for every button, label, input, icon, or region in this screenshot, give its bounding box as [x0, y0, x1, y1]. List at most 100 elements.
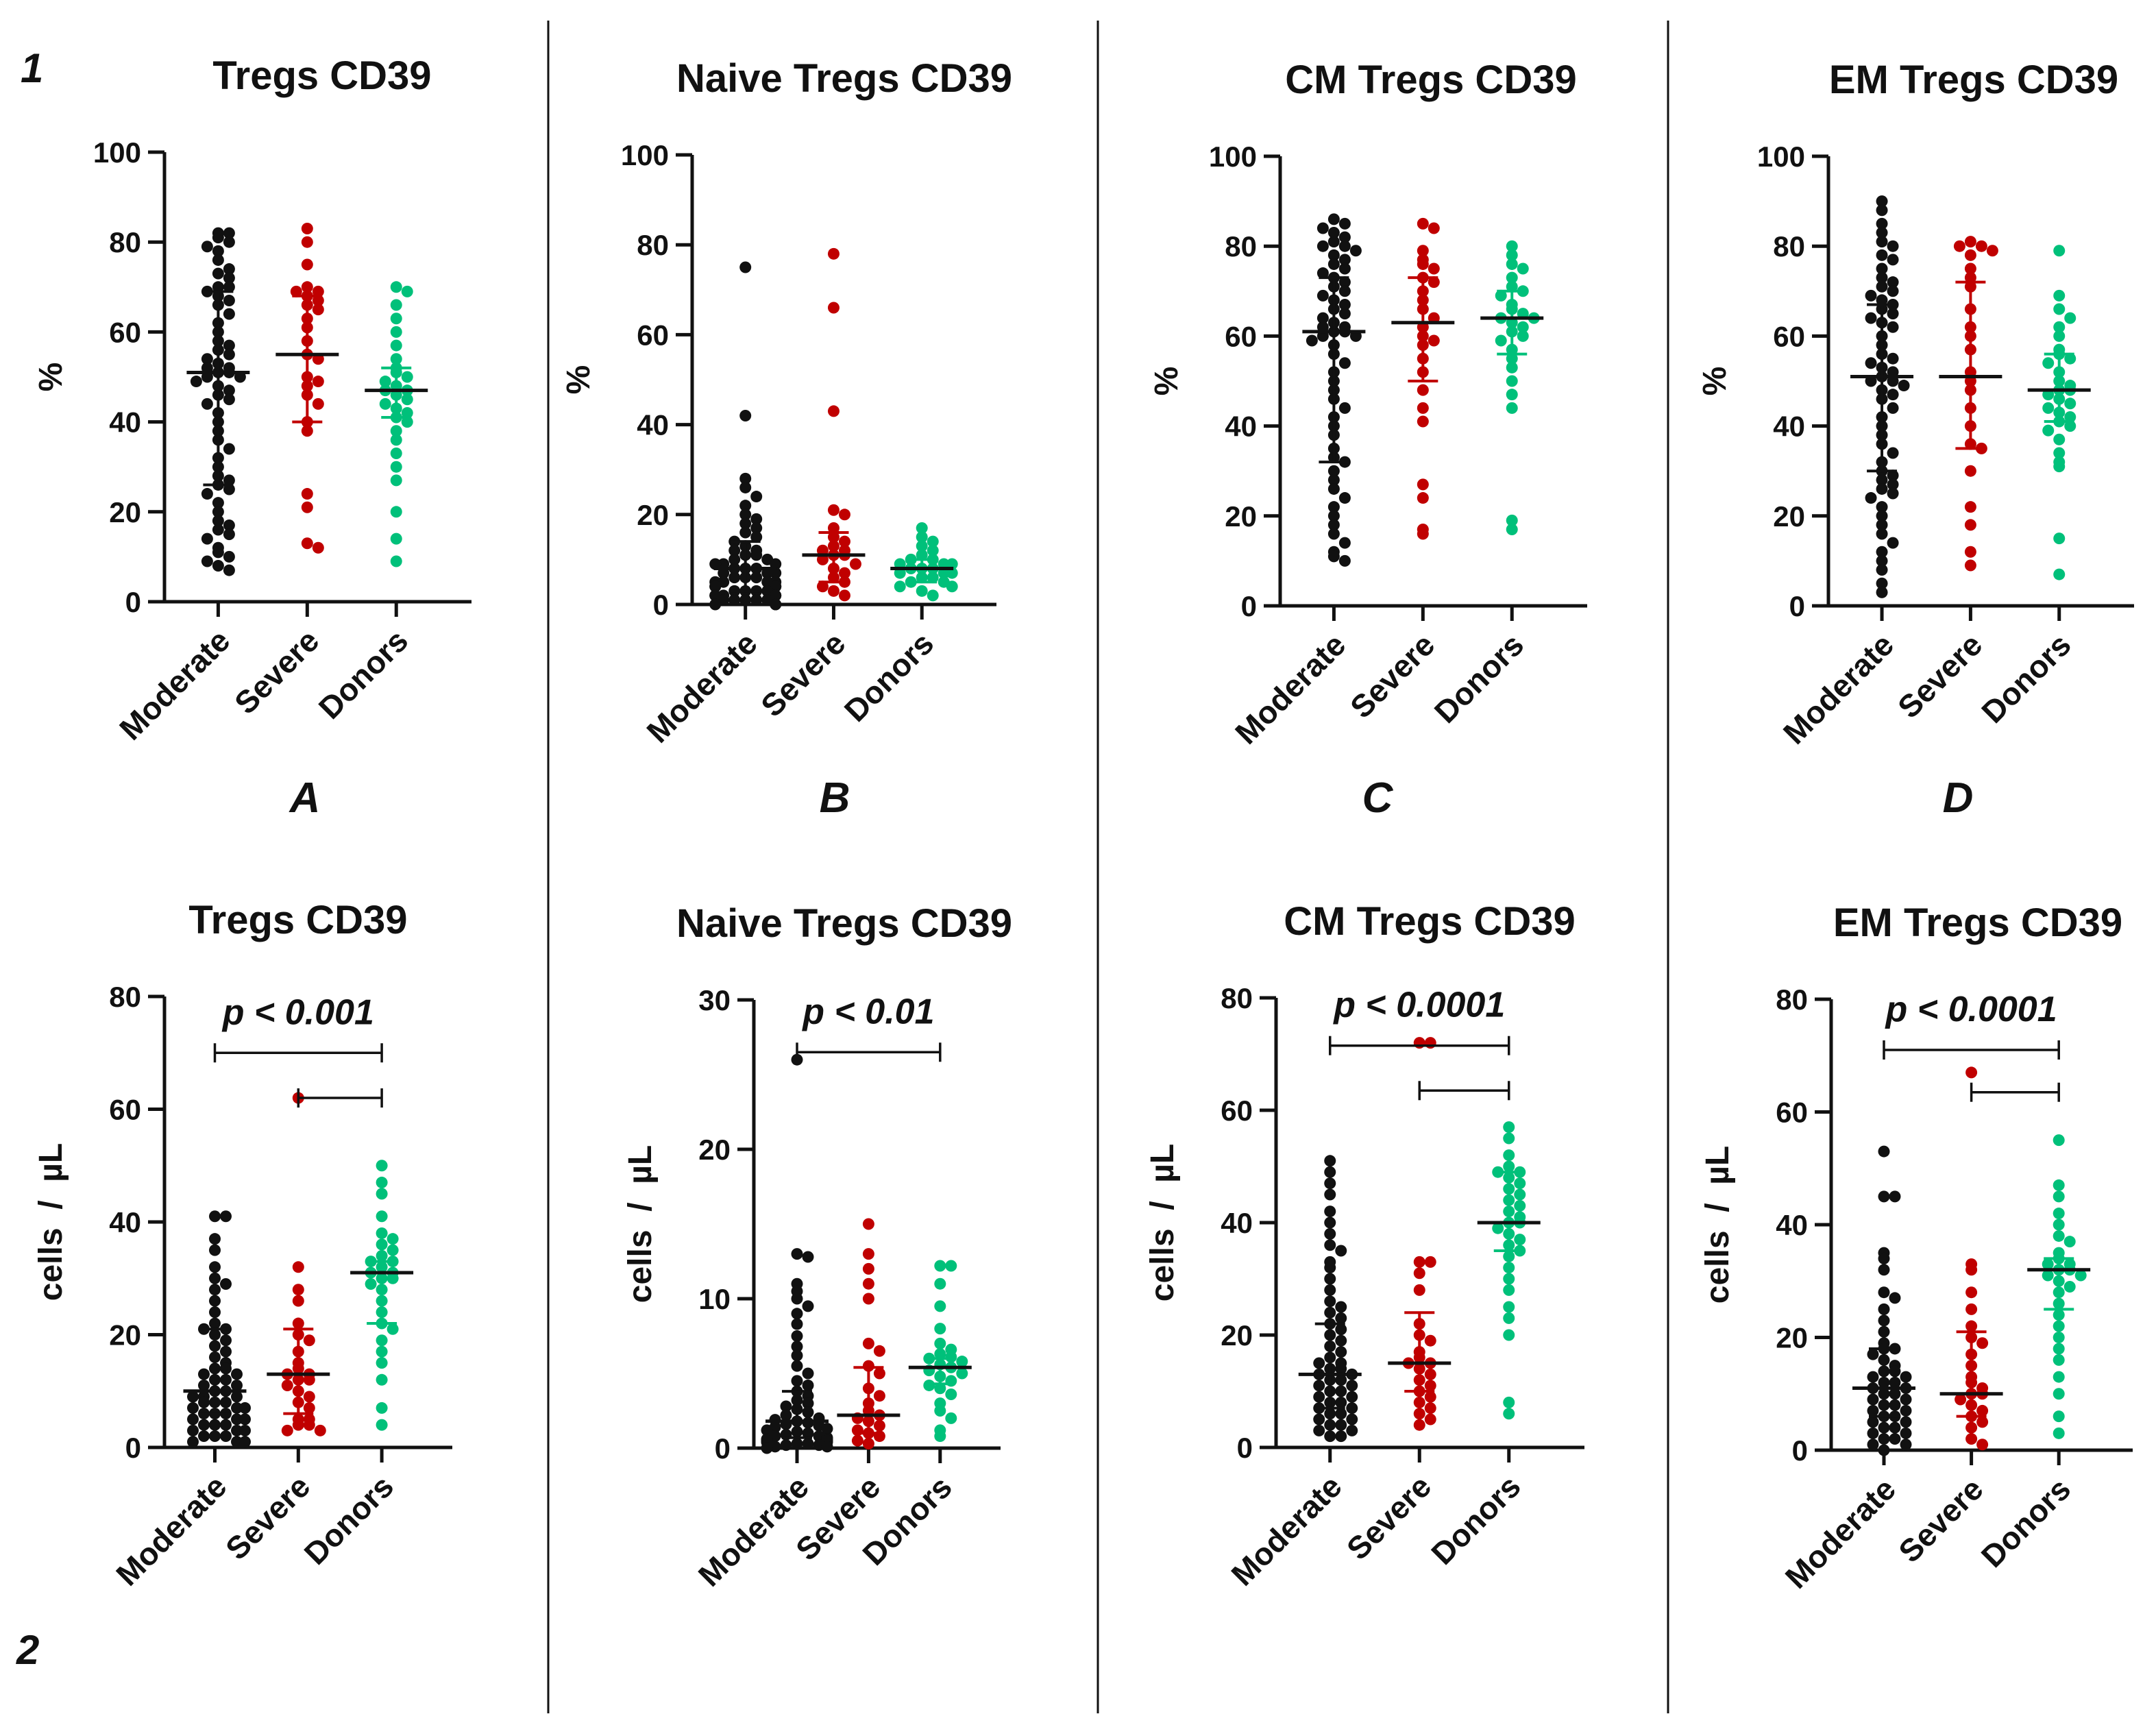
series-moderate	[709, 261, 782, 611]
data-point	[1889, 1376, 1901, 1388]
series-moderate	[1850, 195, 1914, 598]
data-point	[1335, 1396, 1347, 1408]
data-point	[303, 1391, 315, 1403]
data-point	[1503, 1329, 1515, 1341]
y-tick-label: 20	[637, 499, 669, 531]
data-point	[1889, 1365, 1901, 1378]
series-moderate	[186, 227, 250, 576]
data-point	[301, 223, 313, 235]
data-point	[1965, 1421, 1978, 1434]
data-point	[1865, 289, 1877, 302]
data-point	[1965, 1303, 1978, 1315]
data-point	[838, 535, 850, 548]
data-point	[201, 397, 213, 410]
data-point	[750, 531, 763, 543]
data-point	[401, 393, 413, 406]
data-point	[1506, 523, 1518, 535]
x-category-label-moderate: Moderate	[1778, 1471, 1902, 1595]
data-point	[1517, 330, 1529, 342]
data-point	[390, 448, 402, 460]
data-point	[220, 1373, 232, 1386]
data-point	[1327, 519, 1340, 531]
data-point	[1424, 1368, 1436, 1380]
data-point	[761, 1442, 773, 1454]
y-tick-label: 100	[621, 139, 669, 171]
data-point	[223, 281, 235, 293]
data-point	[1424, 1402, 1436, 1415]
y-tick-label: 20	[1221, 1319, 1253, 1351]
data-point	[849, 558, 861, 570]
data-point	[1876, 554, 1888, 567]
y-tick-label: 60	[637, 319, 669, 351]
y-tick-label: 0	[1241, 590, 1257, 622]
series-moderate	[183, 1210, 251, 1448]
data-point	[312, 541, 324, 554]
significance-bracket	[796, 1042, 942, 1062]
data-point	[2074, 1269, 2087, 1282]
data-point	[1428, 262, 1440, 275]
significance-bracket	[297, 1088, 383, 1108]
data-point	[187, 1391, 199, 1403]
data-point	[1316, 267, 1329, 280]
data-point	[376, 1188, 388, 1200]
series-donors	[365, 281, 428, 567]
data-point	[1964, 519, 1976, 531]
data-point	[2053, 321, 2066, 333]
data-point	[1316, 222, 1329, 234]
data-point	[1327, 474, 1340, 486]
chart-em-tregs-cd39-percent: EM Tregs CD39 0 20 40 60 80 100% ModerateSevere…	[1697, 58, 2134, 751]
data-point	[927, 572, 939, 584]
significance-bracket	[1883, 1040, 2060, 1060]
data-point	[223, 564, 235, 576]
y-tick-label: 10	[698, 1283, 731, 1315]
data-point	[946, 580, 958, 593]
data-point	[1900, 1439, 1912, 1451]
x-category-label-donors: Donors	[1974, 626, 2078, 730]
data-point	[739, 261, 752, 273]
data-point	[209, 1430, 221, 1443]
data-point	[1417, 528, 1429, 540]
data-point	[187, 1436, 199, 1448]
data-point	[1506, 240, 1518, 252]
y-tick-label: 20	[1776, 1322, 1808, 1354]
data-point	[376, 1373, 388, 1386]
panel-letter-a: A	[289, 774, 321, 822]
data-point	[1876, 280, 1888, 293]
series-donors	[350, 1160, 414, 1431]
data-point	[862, 1277, 874, 1290]
data-point	[231, 1380, 243, 1392]
data-point	[1417, 492, 1429, 504]
data-point	[1514, 1234, 1526, 1246]
x-category-label-severe: Severe	[754, 625, 852, 723]
data-point	[292, 1419, 304, 1431]
data-point	[1503, 1312, 1515, 1324]
data-point	[1876, 217, 1888, 230]
data-point	[209, 1284, 221, 1296]
data-point	[916, 531, 928, 543]
data-point	[223, 443, 235, 455]
data-point	[223, 263, 235, 276]
data-point	[390, 474, 402, 487]
series-severe	[802, 247, 866, 602]
y-tick-label: 20	[698, 1134, 731, 1166]
data-point	[1878, 1190, 1890, 1203]
data-point	[1503, 1408, 1515, 1420]
data-point	[1428, 276, 1440, 289]
data-point	[1324, 1419, 1336, 1431]
data-point	[1876, 227, 1888, 239]
data-point	[1324, 1216, 1336, 1229]
data-point	[750, 522, 763, 534]
data-point	[1876, 482, 1888, 495]
data-point	[220, 1334, 232, 1347]
data-point	[220, 1362, 232, 1375]
data-point	[1346, 1424, 1358, 1436]
data-point	[791, 1341, 803, 1353]
data-point	[303, 1419, 315, 1431]
data-point	[198, 1430, 210, 1443]
data-point	[212, 497, 224, 509]
significance-bracket	[1970, 1082, 2060, 1102]
data-point	[1506, 402, 1518, 414]
data-point	[1887, 402, 1899, 414]
row-label-1: 1	[21, 45, 43, 91]
data-point	[387, 1244, 399, 1256]
